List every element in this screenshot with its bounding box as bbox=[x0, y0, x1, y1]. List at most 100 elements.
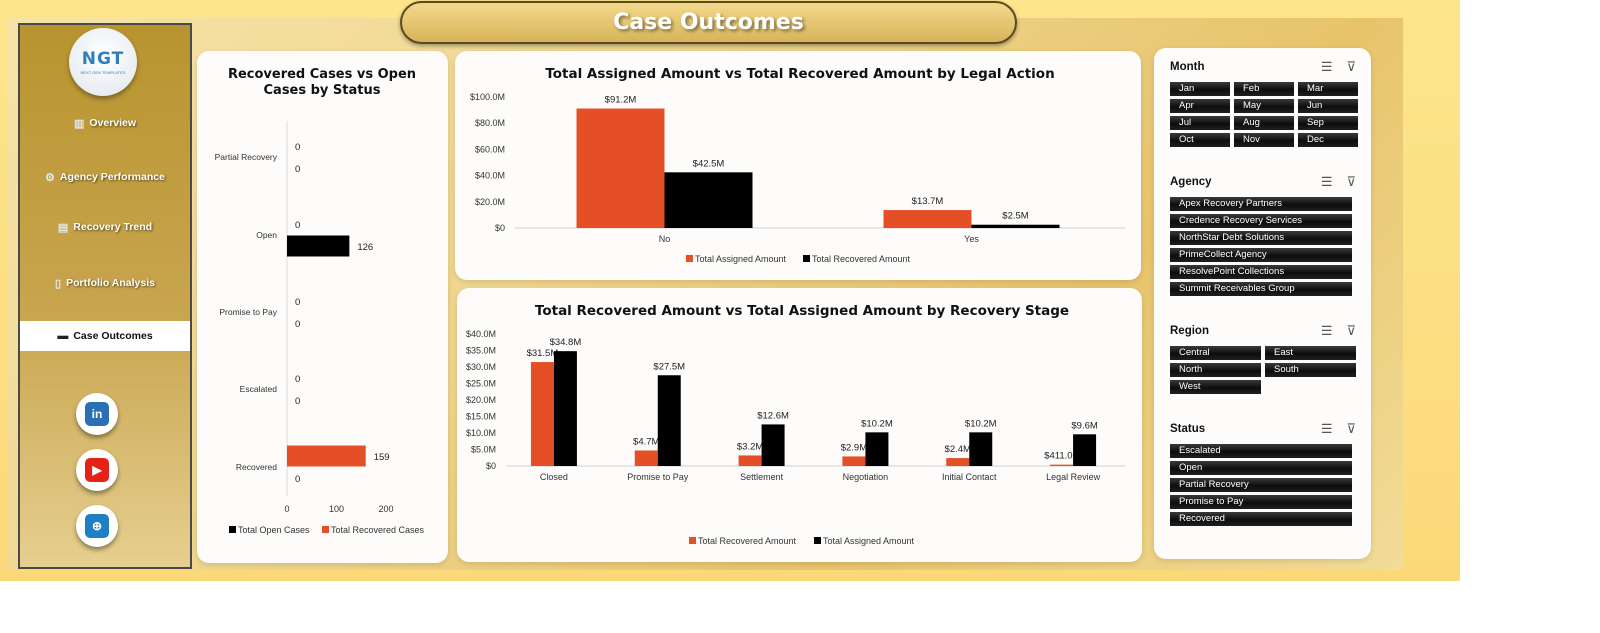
sidebar-item-case-outcomes[interactable]: ▬ Case Outcomes bbox=[20, 321, 190, 351]
website-link[interactable]: ⊕ bbox=[76, 505, 118, 547]
month-option-oct[interactable]: Oct bbox=[1170, 133, 1230, 147]
month-option-nov[interactable]: Nov bbox=[1234, 133, 1294, 147]
page-title-banner: Case Outcomes bbox=[400, 1, 1017, 44]
legend-label: Total Recovered Cases bbox=[331, 525, 425, 535]
month-option-jul[interactable]: Jul bbox=[1170, 116, 1230, 130]
region-option-central[interactable]: Central bbox=[1170, 346, 1261, 360]
filter-panel: Month ☰ ⊽ Jan Feb Mar Apr May Jun Jul Aug Sep Oct N… bbox=[1154, 48, 1371, 559]
region-option-west[interactable]: West bbox=[1170, 380, 1261, 394]
youtube-link[interactable]: ▶ bbox=[76, 449, 118, 491]
month-option-aug[interactable]: Aug bbox=[1234, 116, 1294, 130]
clear-filter-icon[interactable]: ⊽ bbox=[1346, 59, 1356, 74]
linkedin-link[interactable]: in bbox=[76, 393, 118, 435]
trend-chart-icon: ▤ bbox=[57, 221, 69, 234]
sidebar-item-agency-performance[interactable]: ⚙ Agency Performance bbox=[20, 163, 190, 191]
month-option-feb[interactable]: Feb bbox=[1234, 82, 1294, 96]
data-label: 0 bbox=[295, 319, 300, 330]
month-option-mar[interactable]: Mar bbox=[1298, 82, 1358, 96]
clear-filter-icon[interactable]: ⊽ bbox=[1346, 421, 1356, 436]
agency-option-summit-receivables-group[interactable]: Summit Receivables Group bbox=[1170, 282, 1352, 296]
region-option-north[interactable]: North bbox=[1170, 363, 1261, 377]
data-label: $2.4M bbox=[945, 444, 971, 455]
month-option-dec[interactable]: Dec bbox=[1298, 133, 1358, 147]
month-option-sep[interactable]: Sep bbox=[1298, 116, 1358, 130]
y-tick-label: $40.0M bbox=[466, 329, 496, 339]
bar-total-recovered-amount bbox=[842, 456, 866, 466]
y-tick-label: Promise to Pay bbox=[219, 307, 277, 317]
status-options: Escalated Open Partial Recovery Promise to … bbox=[1170, 444, 1356, 526]
legend-swatch bbox=[686, 255, 693, 262]
status-option-partial-recovery[interactable]: Partial Recovery bbox=[1170, 478, 1352, 492]
status-option-promise-to-pay[interactable]: Promise to Pay bbox=[1170, 495, 1352, 509]
month-option-may[interactable]: May bbox=[1234, 99, 1294, 113]
agency-option-northstar-debt-solutions[interactable]: NorthStar Debt Solutions bbox=[1170, 231, 1352, 245]
legend-swatch bbox=[803, 255, 810, 262]
agency-option-credence-recovery-services[interactable]: Credence Recovery Services bbox=[1170, 214, 1352, 228]
data-label: $91.2M bbox=[605, 95, 637, 106]
data-label: 159 bbox=[374, 452, 390, 463]
multi-select-icon[interactable]: ☰ bbox=[1320, 323, 1333, 338]
x-tick-label: Settlement bbox=[740, 472, 784, 482]
bar-total-recovered-amount bbox=[664, 172, 753, 228]
month-option-jan[interactable]: Jan bbox=[1170, 82, 1230, 96]
y-tick-label: $60.0M bbox=[475, 144, 505, 154]
bar-total-assigned-amount bbox=[865, 432, 889, 466]
bar-total-assigned-amount bbox=[761, 424, 785, 466]
sidebar-item-label: Recovery Trend bbox=[73, 221, 153, 233]
multi-select-icon[interactable]: ☰ bbox=[1320, 59, 1333, 74]
agency-option-resolvepoint-collections[interactable]: ResolvePoint Collections bbox=[1170, 265, 1352, 279]
clear-filter-icon[interactable]: ⊽ bbox=[1346, 174, 1356, 189]
chart-title-line2: Cases by Status bbox=[264, 83, 381, 98]
chart-title-line1: Recovered Cases vs Open bbox=[228, 67, 416, 82]
bar-total-recovered-amount bbox=[530, 362, 554, 466]
bar-total-recovered-amount bbox=[738, 455, 762, 466]
y-tick-label: $0 bbox=[495, 223, 505, 233]
region-option-east[interactable]: East bbox=[1265, 346, 1356, 360]
website-icon: ⊕ bbox=[85, 514, 109, 538]
document-icon: ▯ bbox=[55, 277, 62, 290]
recovery-stage-chart-card: Total Recovered Amount vs Total Assigned… bbox=[457, 288, 1142, 562]
status-option-recovered[interactable]: Recovered bbox=[1170, 512, 1352, 526]
youtube-icon: ▶ bbox=[85, 458, 109, 482]
agency-option-primecollect-agency[interactable]: PrimeCollect Agency bbox=[1170, 248, 1352, 262]
status-cases-chart-card: Recovered Cases vs Open Cases by Status Pa… bbox=[197, 51, 448, 563]
y-tick-label: $20.0M bbox=[466, 395, 496, 405]
sidebar-item-overview[interactable]: ▥ Overview bbox=[20, 109, 190, 137]
data-label: $12.6M bbox=[757, 410, 789, 421]
data-label: $31.5M bbox=[527, 348, 559, 359]
legend-label: Total Recovered Amount bbox=[698, 536, 797, 546]
sidebar-item-portfolio-analysis[interactable]: ▯ Portfolio Analysis bbox=[20, 269, 190, 297]
month-options: Jan Feb Mar Apr May Jun Jul Aug Sep Oct Nov Dec bbox=[1170, 82, 1358, 147]
page-title: Case Outcomes bbox=[613, 10, 804, 35]
month-option-apr[interactable]: Apr bbox=[1170, 99, 1230, 113]
bar-total-recovered-amount bbox=[946, 458, 970, 466]
logo-mark: NGT bbox=[81, 49, 125, 69]
logo-tagline: NEXT GEN TEMPLATES bbox=[80, 70, 126, 75]
data-label: $10.2M bbox=[965, 418, 997, 429]
month-option-jun[interactable]: Jun bbox=[1298, 99, 1358, 113]
data-label: 0 bbox=[295, 220, 300, 231]
data-label: $13.7M bbox=[912, 196, 944, 207]
legend-label: Total Open Cases bbox=[238, 525, 310, 535]
clear-filter-icon[interactable]: ⊽ bbox=[1346, 323, 1356, 338]
data-label: $411.0K bbox=[1044, 451, 1079, 462]
x-tick-label: Legal Review bbox=[1046, 472, 1101, 482]
bar-total-open-cases bbox=[287, 235, 350, 257]
region-option-south[interactable]: South bbox=[1265, 363, 1356, 377]
y-tick-label: $0 bbox=[486, 461, 496, 471]
data-label: 126 bbox=[357, 242, 373, 253]
status-option-escalated[interactable]: Escalated bbox=[1170, 444, 1352, 458]
data-label: 0 bbox=[295, 474, 300, 485]
status-option-open[interactable]: Open bbox=[1170, 461, 1352, 475]
agency-option-apex-recovery-partners[interactable]: Apex Recovery Partners bbox=[1170, 197, 1352, 211]
agency-slicer: Agency ☰ ⊽ Apex Recovery Partners Credence… bbox=[1170, 172, 1356, 296]
multi-select-icon[interactable]: ☰ bbox=[1320, 174, 1333, 189]
y-tick-label: Recovered bbox=[236, 462, 277, 472]
sidebar-item-recovery-trend[interactable]: ▤ Recovery Trend bbox=[20, 213, 190, 241]
x-tick-label: 100 bbox=[329, 504, 344, 514]
linkedin-icon: in bbox=[85, 402, 109, 426]
status-slicer-title: Status bbox=[1170, 423, 1206, 435]
data-label: $10.2M bbox=[861, 418, 893, 429]
multi-select-icon[interactable]: ☰ bbox=[1320, 421, 1333, 436]
